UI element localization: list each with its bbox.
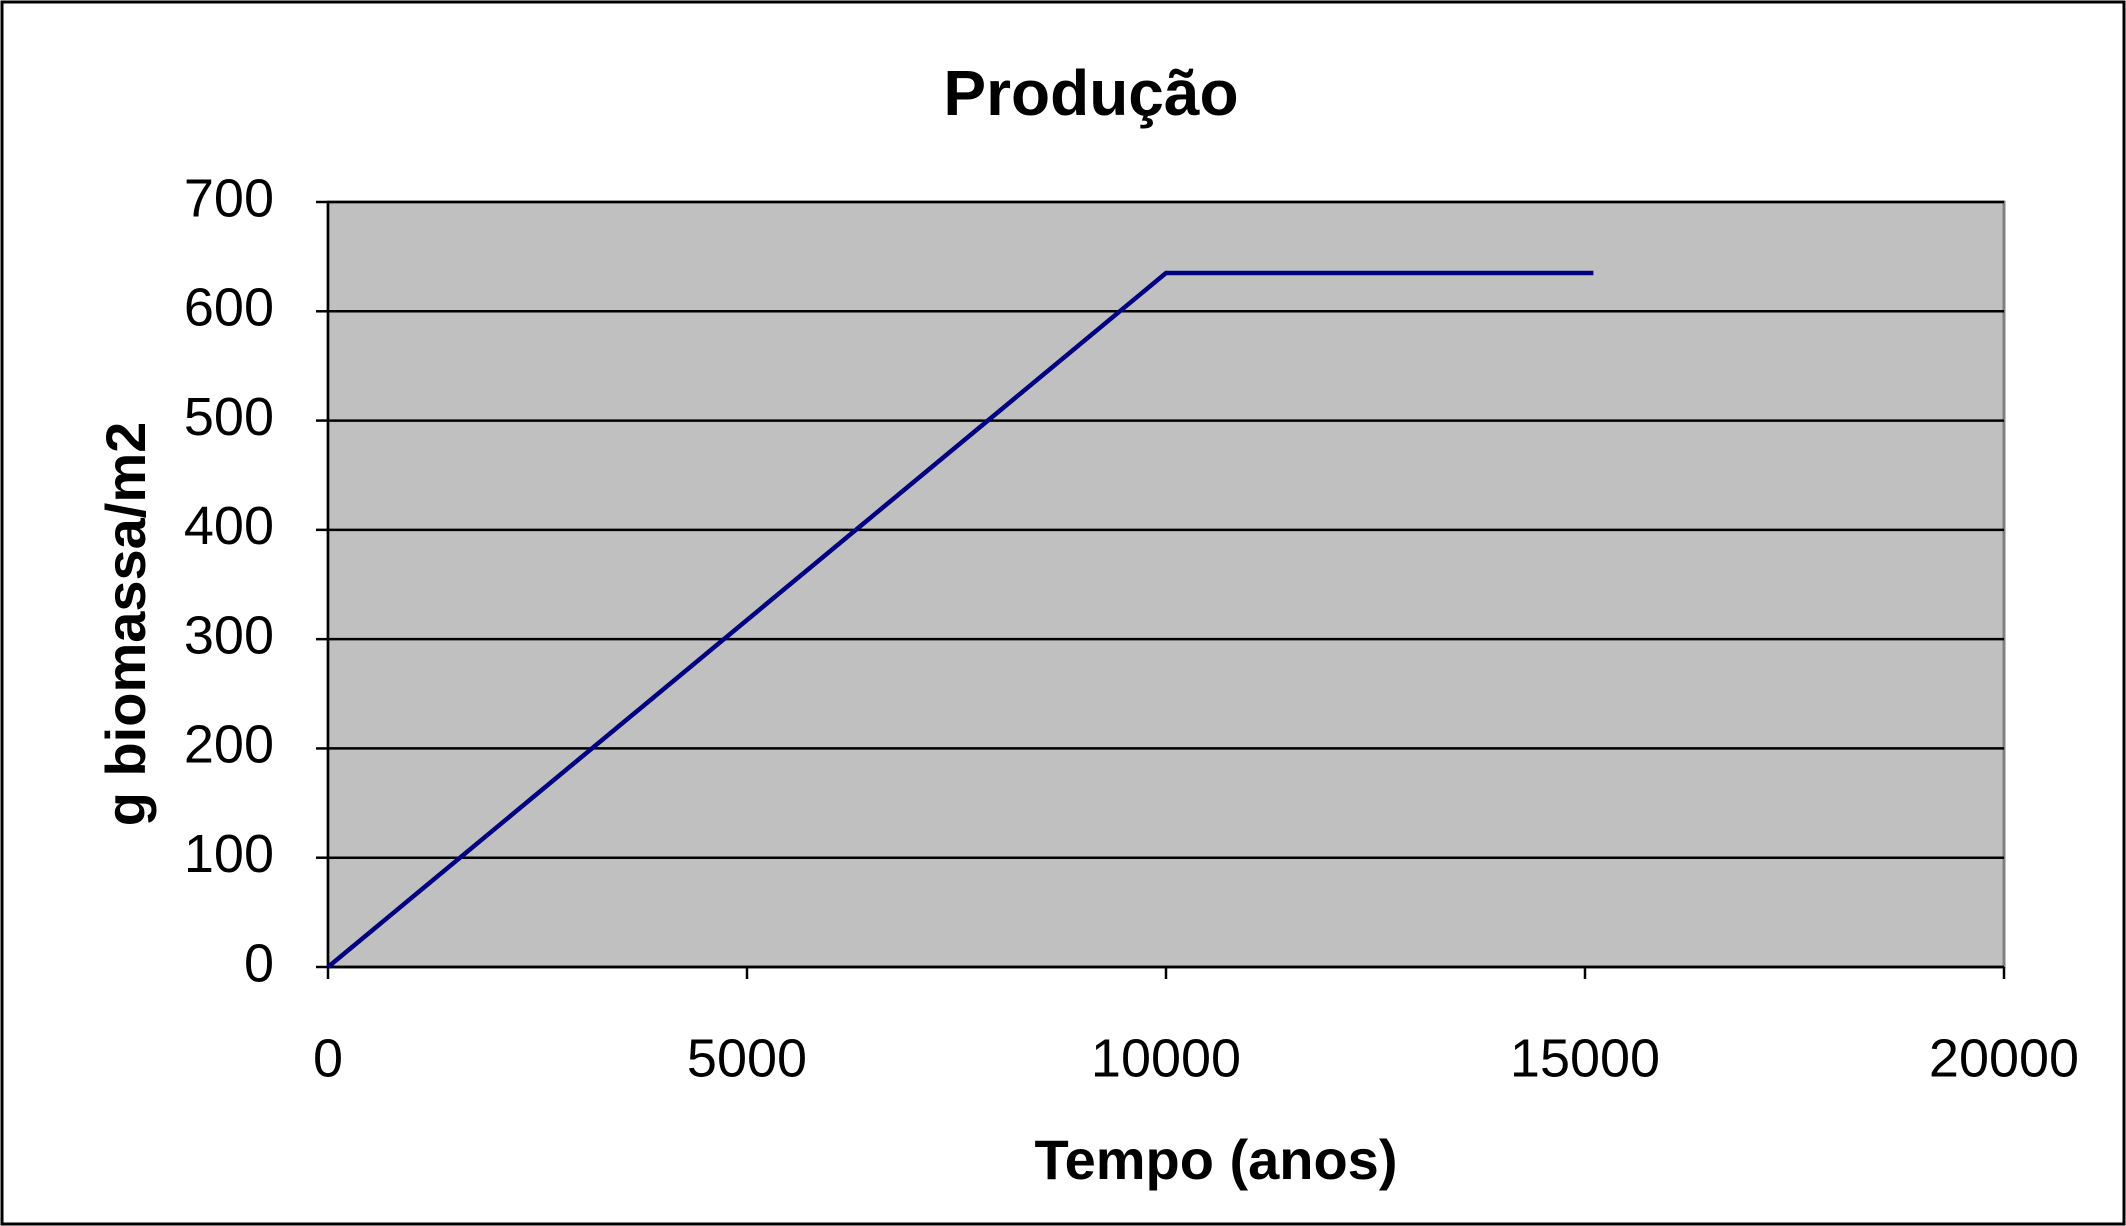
y-tick-label: 200 <box>184 715 274 775</box>
x-axis-label: Tempo (anos) <box>1035 1128 1398 1191</box>
x-tick-label: 15000 <box>1510 1028 1660 1088</box>
y-tick-label: 300 <box>184 605 274 665</box>
chart-title: Produção <box>943 57 1238 129</box>
data-line <box>326 270 1594 969</box>
y-tick-label: 700 <box>184 168 274 228</box>
y-tick-label: 500 <box>184 387 274 447</box>
y-tick-label: 600 <box>184 278 274 338</box>
y-tick-label: 400 <box>184 496 274 556</box>
plot-area <box>326 200 2006 969</box>
x-tick-label: 5000 <box>687 1028 807 1088</box>
x-tick-label: 0 <box>313 1028 343 1088</box>
y-axis-label: g biomassa/m2 <box>94 422 157 827</box>
y-tick-label: 0 <box>244 933 274 993</box>
x-tick-label: 10000 <box>1091 1028 1241 1088</box>
x-tick-label: 20000 <box>1929 1028 2079 1088</box>
y-tick-label: 100 <box>184 824 274 884</box>
